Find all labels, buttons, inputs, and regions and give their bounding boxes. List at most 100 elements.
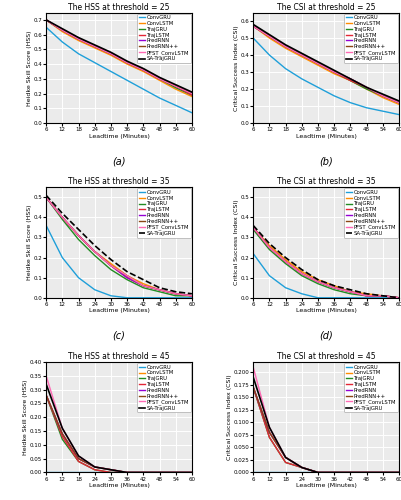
PFST_ConvLSTM: [190, 90, 194, 96]
SA-TrajGRU: [141, 276, 146, 282]
TrajGRU: [316, 60, 320, 66]
TrajLSTM: [60, 214, 65, 220]
ConvLSTM: [283, 454, 288, 460]
PredRNN++: [76, 36, 81, 42]
PredRNN++: [173, 291, 178, 297]
PFST_ConvLSTM: [283, 44, 288, 50]
Legend: ConvGRU, ConvLSTM, TrajGRU, TrajLSTM, PredRNN, PredRNN++, PFST_ConvLSTM, SA-Traj: ConvGRU, ConvLSTM, TrajGRU, TrajLSTM, Pr…: [137, 14, 191, 63]
TrajLSTM: [44, 392, 49, 398]
TrajLSTM: [125, 470, 130, 476]
TrajLSTM: [397, 100, 401, 105]
PredRNN: [157, 286, 162, 292]
PredRNN++: [141, 282, 146, 288]
ConvLSTM: [141, 280, 146, 286]
PredRNN: [316, 470, 320, 476]
PredRNN: [190, 90, 194, 96]
TrajLSTM: [190, 92, 194, 98]
SA-TrajGRU: [60, 210, 65, 216]
PredRNN++: [364, 84, 369, 90]
TrajLSTM: [332, 69, 336, 75]
TrajGRU: [300, 52, 304, 58]
ConvLSTM: [316, 276, 320, 282]
ConvGRU: [364, 105, 369, 111]
SA-TrajGRU: [397, 295, 401, 301]
PFST_ConvLSTM: [109, 51, 113, 57]
ConvGRU: [157, 470, 162, 476]
PredRNN: [397, 100, 401, 105]
X-axis label: Leadtime (Minutes): Leadtime (Minutes): [296, 483, 356, 488]
TrajLSTM: [283, 44, 288, 50]
TrajGRU: [141, 67, 146, 73]
ConvGRU: [348, 470, 353, 476]
SA-TrajGRU: [44, 381, 49, 387]
SA-TrajGRU: [76, 226, 81, 232]
SA-TrajGRU: [332, 282, 336, 288]
ConvLSTM: [348, 289, 353, 295]
SA-TrajGRU: [381, 91, 385, 97]
TrajLSTM: [300, 464, 304, 470]
PFST_ConvLSTM: [316, 470, 320, 476]
PredRNN++: [190, 470, 194, 476]
SA-TrajGRU: [283, 254, 288, 260]
PredRNN++: [125, 272, 130, 278]
ConvGRU: [173, 295, 178, 301]
TrajGRU: [125, 276, 130, 282]
PFST_ConvLSTM: [125, 60, 130, 66]
ConvGRU: [348, 100, 353, 105]
ConvGRU: [332, 470, 336, 476]
PredRNN: [76, 232, 81, 238]
PredRNN++: [348, 289, 353, 295]
ConvLSTM: [267, 430, 272, 436]
PredRNN: [173, 83, 178, 89]
SA-TrajGRU: [109, 256, 113, 262]
PFST_ConvLSTM: [44, 194, 49, 200]
PredRNN++: [109, 262, 113, 268]
PFST_ConvLSTM: [300, 464, 304, 470]
TrajGRU: [76, 458, 81, 464]
PFST_ConvLSTM: [60, 426, 65, 432]
PredRNN: [397, 470, 401, 476]
TrajGRU: [267, 246, 272, 252]
PredRNN: [316, 60, 320, 66]
Y-axis label: Critical Success Index (CSI): Critical Success Index (CSI): [234, 25, 239, 110]
ConvLSTM: [267, 242, 272, 248]
PredRNN: [397, 295, 401, 301]
Y-axis label: Critical Success Index (CSI): Critical Success Index (CSI): [227, 374, 232, 460]
TrajGRU: [300, 464, 304, 470]
PredRNN: [44, 392, 49, 398]
X-axis label: Leadtime (Minutes): Leadtime (Minutes): [296, 308, 356, 314]
Line: PFST_ConvLSTM: PFST_ConvLSTM: [253, 228, 399, 298]
TrajGRU: [283, 260, 288, 266]
Title: The CSI at threshold = 35: The CSI at threshold = 35: [277, 178, 375, 186]
Line: TrajGRU: TrajGRU: [253, 26, 399, 102]
SA-TrajGRU: [316, 276, 320, 282]
TrajGRU: [157, 76, 162, 82]
ConvLSTM: [364, 470, 369, 476]
TrajLSTM: [300, 52, 304, 58]
Line: TrajLSTM: TrajLSTM: [46, 198, 192, 296]
PredRNN: [125, 274, 130, 280]
ConvLSTM: [397, 295, 401, 301]
ConvGRU: [267, 470, 272, 476]
PFST_ConvLSTM: [381, 93, 385, 99]
SA-TrajGRU: [348, 286, 353, 292]
PredRNN: [364, 84, 369, 90]
TrajGRU: [109, 51, 113, 57]
Line: SA-TrajGRU: SA-TrajGRU: [253, 377, 399, 472]
ConvLSTM: [125, 272, 130, 278]
Line: TrajLSTM: TrajLSTM: [46, 395, 192, 472]
PredRNN++: [60, 27, 65, 33]
PFST_ConvLSTM: [44, 372, 49, 378]
X-axis label: Leadtime (Minutes): Leadtime (Minutes): [296, 134, 356, 138]
PredRNN: [125, 470, 130, 476]
TrajLSTM: [173, 83, 178, 89]
Line: PredRNN++: PredRNN++: [253, 387, 399, 472]
TrajGRU: [251, 226, 255, 232]
Text: (a): (a): [112, 156, 126, 166]
TrajGRU: [283, 460, 288, 466]
PFST_ConvLSTM: [141, 67, 146, 73]
ConvLSTM: [332, 470, 336, 476]
TrajGRU: [44, 194, 49, 200]
SA-TrajGRU: [190, 291, 194, 297]
TrajLSTM: [76, 458, 81, 464]
